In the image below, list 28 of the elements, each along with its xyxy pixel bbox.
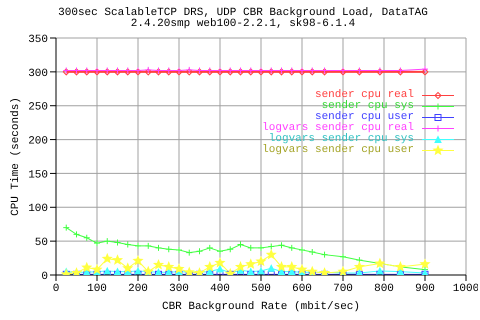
y-tick-label: 250 (28, 102, 48, 114)
x-tick-label: 200 (128, 282, 148, 295)
x-tick-label: 0 (52, 282, 60, 295)
legend-label: sender cpu sys (322, 100, 414, 112)
y-tick-label: 350 (28, 34, 48, 46)
legend-label: logvars sender cpu sys (268, 133, 414, 145)
chart-title: 300sec ScalableTCP DRS, UDP CBR Background Load, DataTAG (57, 7, 429, 19)
legend-label: sender cpu user (314, 111, 414, 123)
x-tick-label: 300 (169, 282, 189, 295)
legend-label: sender cpu real (314, 89, 414, 101)
y-tick-label: 100 (28, 203, 48, 216)
x-tick-label: 600 (292, 282, 312, 295)
x-tick-label: 800 (374, 282, 394, 295)
x-tick-label: 900 (415, 282, 435, 295)
legend-label: logvars sender cpu user (262, 144, 414, 156)
x-tick-label: 700 (333, 282, 353, 295)
x-axis-title: CBR Background Rate (mbit/sec) (162, 301, 360, 313)
x-tick-label: 100 (87, 282, 107, 295)
legend-label: logvars sender cpu real (262, 122, 414, 134)
y-tick-label: 150 (28, 169, 48, 182)
y-tick-label: 200 (28, 135, 48, 148)
y-tick-label: 0 (41, 270, 48, 283)
x-tick-label: 500 (251, 282, 271, 295)
x-tick-label: 400 (210, 282, 230, 295)
y-tick-label: 50 (34, 237, 48, 250)
y-axis-title: CPU Time (seconds) (10, 97, 22, 216)
y-tick-label: 300 (28, 68, 48, 80)
chart-subtitle: 2.4.20smp web100-2.2.1, sk98-6.1.4 (130, 18, 356, 30)
